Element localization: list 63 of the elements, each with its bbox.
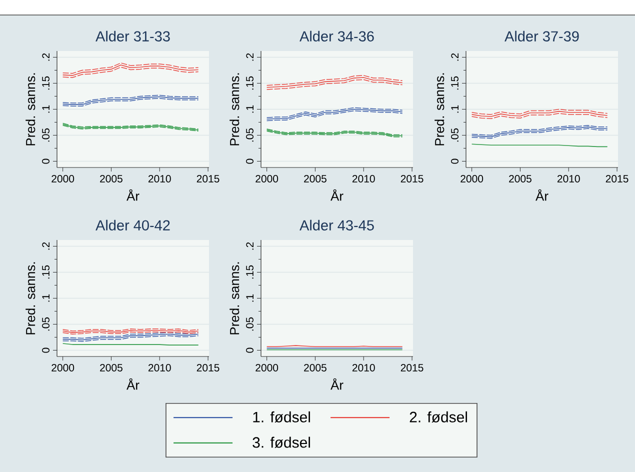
x-axis-title: År — [126, 189, 140, 201]
x-tick-label: 2005 — [304, 364, 326, 372]
x-tick-label: 2010 — [557, 175, 580, 182]
chart-title: Alder 43-45 — [300, 220, 374, 230]
y-tick-label: .1 — [246, 294, 254, 302]
y-tick-label: .15 — [42, 265, 50, 279]
y-axis-title: Pred. sanns. — [230, 73, 240, 146]
legend-label: 1. fødsel — [253, 411, 310, 423]
x-tick-label: 2015 — [400, 364, 424, 372]
x-tick-label: 2010 — [352, 364, 375, 372]
y-tick-label: 0 — [451, 158, 458, 164]
y-axis-title: Pred. sanns. — [26, 262, 36, 334]
x-tick-label: 2015 — [400, 175, 424, 182]
legend-label: 2. fødsel — [410, 411, 467, 423]
y-axis-title: Pred. sanns. — [230, 262, 240, 334]
x-axis-title: År — [536, 189, 548, 201]
y-axis-title: Pred. sanns. — [26, 73, 36, 146]
x-tick-label: 2015 — [606, 175, 628, 182]
y-tick-label: .05 — [42, 128, 50, 142]
x-tick-label: 2010 — [148, 364, 171, 372]
y-tick-label: .15 — [246, 76, 254, 90]
x-tick-label: 2005 — [100, 364, 122, 372]
x-axis-title: År — [126, 378, 140, 390]
y-tick-label: .05 — [246, 317, 254, 331]
chart-title: Alder 31-33 — [96, 30, 170, 42]
y-axis-title: Pred. sanns. — [434, 73, 444, 146]
x-tick-label: 2010 — [352, 175, 375, 182]
y-tick-label: .15 — [42, 76, 50, 90]
y-tick-label: .15 — [246, 265, 254, 279]
y-tick-label: .15 — [451, 76, 458, 90]
y-tick-label: .05 — [246, 128, 254, 142]
x-tick-label: 2000 — [52, 175, 74, 182]
y-tick-label: 0 — [246, 158, 254, 164]
x-tick-label: 2005 — [509, 175, 532, 182]
y-tick-label: 0 — [42, 348, 50, 353]
y-tick-label: 0 — [42, 158, 50, 164]
x-tick-label: 2005 — [304, 175, 326, 182]
y-tick-label: .2 — [42, 53, 50, 61]
chart-title: Alder 34-36 — [300, 30, 374, 42]
x-tick-label: 2005 — [100, 175, 122, 182]
x-tick-label: 2000 — [256, 364, 278, 372]
y-tick-label: .05 — [42, 317, 50, 331]
y-tick-label: .1 — [42, 105, 50, 113]
chart-title: Alder 40-42 — [96, 220, 170, 230]
y-tick-label: .1 — [451, 105, 458, 113]
y-tick-label: 0 — [246, 348, 254, 353]
x-tick-label: 2015 — [196, 175, 220, 182]
y-tick-label: .05 — [451, 128, 458, 142]
legend-label: 3. fødsel — [252, 436, 310, 448]
x-tick-label: 2000 — [256, 175, 278, 182]
x-tick-label: 2010 — [148, 175, 171, 182]
x-axis-title: År — [330, 378, 344, 390]
x-tick-label: 2000 — [52, 364, 74, 372]
chart-title: Alder 37-39 — [504, 30, 579, 42]
y-tick-label: .2 — [246, 242, 254, 250]
y-tick-label: .2 — [246, 53, 254, 61]
x-tick-label: 2000 — [460, 175, 484, 182]
y-tick-label: .2 — [451, 53, 458, 61]
y-tick-label: .1 — [246, 105, 254, 113]
x-tick-label: 2015 — [196, 364, 220, 372]
x-axis-title: År — [330, 189, 344, 201]
y-tick-label: .2 — [42, 242, 50, 250]
y-tick-label: .1 — [42, 294, 50, 302]
